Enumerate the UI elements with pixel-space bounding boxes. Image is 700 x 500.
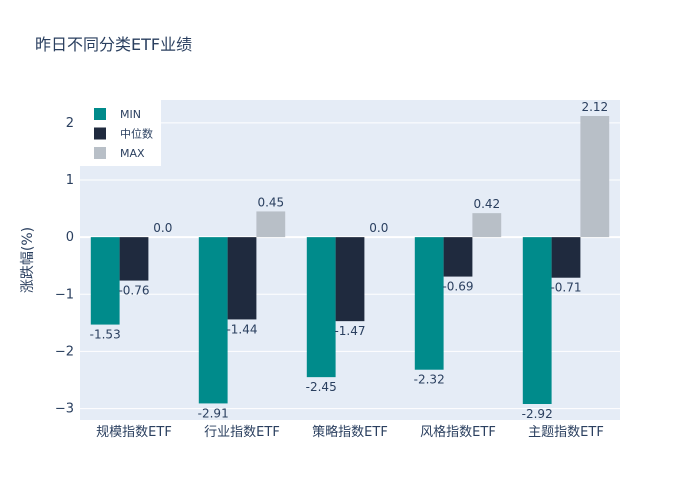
data-label: 0.45 [257,195,284,209]
legend-swatch-max[interactable] [94,147,106,159]
y-tick-label: −2 [55,344,74,359]
bar-series-1 [227,237,257,320]
y-tick-label: 1 [66,173,74,188]
legend-background [80,100,161,166]
data-label: -2.45 [306,380,337,394]
data-label: -2.91 [198,406,229,420]
bar-max [472,213,502,238]
y-tick-label: −3 [55,402,74,417]
x-tick-label: 风格指数ETF [420,424,496,440]
data-label: -1.47 [334,324,365,338]
data-label: -1.53 [90,328,121,342]
data-label: 0.0 [153,221,172,235]
data-label: 0.42 [473,197,500,211]
bar-max [580,116,610,238]
data-labels: -1.53 -0.76 0.0 -2.91 -1.44 0.45 -2.45 -1.47 0.0… [90,100,608,421]
y-tick-label: 2 [66,116,74,131]
bar-min [522,237,552,404]
data-label: -0.69 [442,280,473,294]
bar-series-1 [119,237,149,281]
data-label: 2.12 [581,100,608,114]
data-label: -1.44 [226,322,257,336]
data-label: -2.32 [414,373,445,387]
legend-label[interactable]: MIN [120,108,141,121]
data-label: -0.71 [550,281,581,295]
data-label: 0.0 [369,221,388,235]
legend: MIN 中位数 MAX [80,100,161,166]
y-tick-label: 0 [66,230,74,245]
bar-series-1 [551,237,581,278]
x-tick-label: 规模指数ETF [96,425,172,440]
bar-min [306,237,336,378]
x-axis-ticks: 规模指数ETF 行业指数ETF 策略指数ETF 风格指数ETF 主题指数ETF [96,424,604,440]
data-label: -0.76 [118,284,149,298]
legend-swatch-min[interactable] [94,108,106,120]
bar-series-1 [443,237,473,277]
bar-min [198,237,228,404]
legend-swatch-series-1[interactable] [94,127,106,140]
y-axis-ticks: 2 1 0 −1 −2 −3 [55,116,74,417]
y-tick-label: −1 [55,287,74,302]
legend-label[interactable]: MAX [120,147,145,160]
bar-min [414,237,444,370]
x-tick-label: 主题指数ETF [528,425,604,440]
chart-title: 昨日不同分类ETF业绩 [35,35,192,54]
legend-label[interactable]: 中位数 [120,127,153,141]
y-axis-title: 涨跌幅(%) [20,227,36,293]
bar-min [90,237,120,325]
x-tick-label: 行业指数ETF [204,425,280,440]
bar-max [256,211,286,238]
data-label: -2.92 [522,407,553,421]
x-tick-label: 策略指数ETF [312,424,388,440]
bar-layer [90,116,610,404]
bar-series-1 [335,237,365,322]
